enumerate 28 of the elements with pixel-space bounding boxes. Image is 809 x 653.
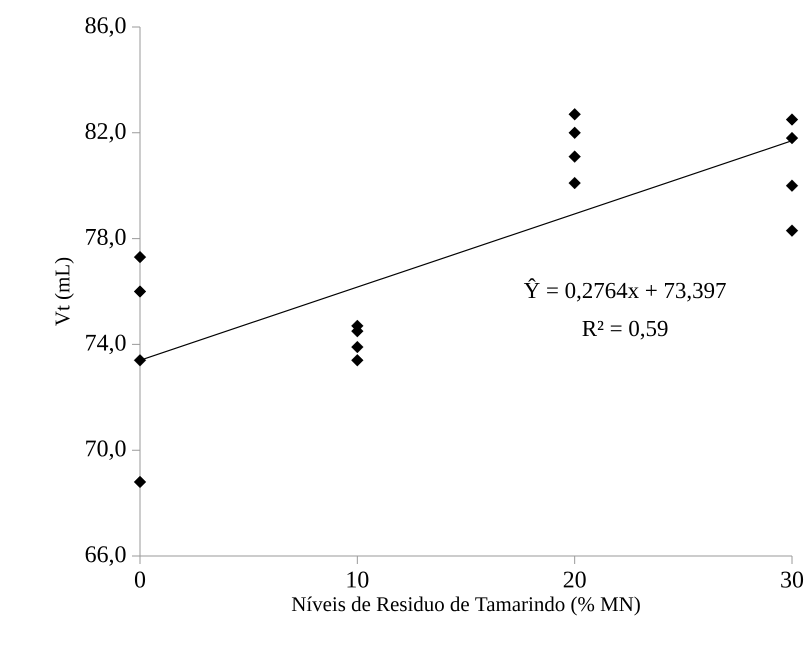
y-tick-label: 86,0 xyxy=(86,17,126,37)
point xyxy=(786,224,798,237)
point xyxy=(134,476,146,488)
point xyxy=(786,180,798,192)
annotation: R² = 0,59 xyxy=(582,320,668,340)
x-tick-label: 0 xyxy=(134,572,146,588)
point xyxy=(786,132,798,144)
annotation: Ŷ = 0,2764x + 73,397 xyxy=(524,278,726,302)
point xyxy=(134,285,146,298)
x-tick-label: 10 xyxy=(347,572,368,588)
y-tick-label: 78,0 xyxy=(86,228,126,248)
point xyxy=(134,250,146,264)
x-tick-label: 20 xyxy=(564,572,586,588)
y-tick-label: 82,0 xyxy=(86,123,126,143)
point xyxy=(568,108,581,120)
y-axis-title: Vt (mL) xyxy=(54,258,74,326)
point xyxy=(134,354,146,366)
point xyxy=(786,113,798,126)
y-tick-label: 66,0 xyxy=(86,546,126,566)
x-tick-label: 30 xyxy=(781,572,804,588)
point xyxy=(351,340,364,354)
y-tick-label: 70,0 xyxy=(86,440,126,460)
point xyxy=(568,150,581,163)
y-tick-label: 74,0 xyxy=(86,334,126,354)
point xyxy=(568,126,581,139)
point xyxy=(568,176,581,190)
x-axis-title: Níveis de Residuo de Tamarindo (% MN) xyxy=(292,596,640,616)
point xyxy=(351,354,364,366)
